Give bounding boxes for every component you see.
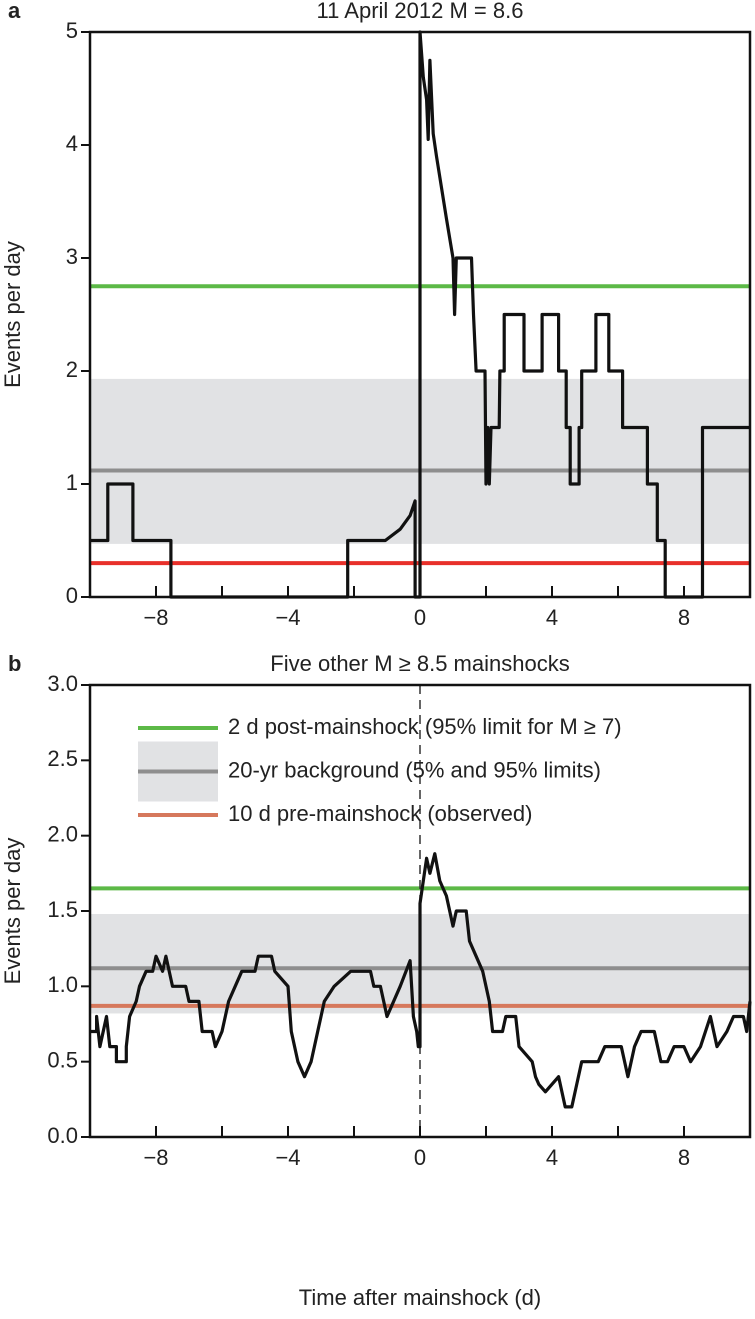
y-axis-label: Events per day: [0, 241, 25, 388]
y-tick-label: 1: [66, 470, 78, 495]
x-axis-label: Time after mainshock (d): [299, 1285, 541, 1310]
y-axis-label: Events per day: [0, 838, 25, 985]
y-tick-label: 0: [66, 583, 78, 608]
y-tick-label: 2: [66, 357, 78, 382]
y-tick-label: 3.0: [47, 671, 78, 696]
chart-title: Five other M ≥ 8.5 mainshocks: [270, 651, 569, 676]
data-line: [90, 30, 750, 599]
y-tick-label: 0.0: [47, 1123, 78, 1148]
x-tick-label: 8: [678, 605, 690, 630]
x-tick-label: 0: [414, 605, 426, 630]
x-tick-label: −8: [143, 1145, 168, 1170]
y-tick-label: 1.5: [47, 897, 78, 922]
x-tick-label: 0: [414, 1145, 426, 1170]
x-tick-label: −8: [143, 605, 168, 630]
x-tick-label: −4: [275, 1145, 300, 1170]
y-tick-label: 2.0: [47, 821, 78, 846]
legend-label: 10 d pre-mainshock (observed): [228, 801, 532, 826]
x-tick-label: 4: [546, 605, 558, 630]
panel-label: a: [8, 0, 21, 23]
y-tick-label: 1.0: [47, 972, 78, 997]
chart-title: 11 April 2012 M = 8.6: [317, 0, 524, 23]
y-tick-label: 4: [66, 131, 78, 156]
x-tick-label: −4: [275, 605, 300, 630]
data-line: [90, 852, 752, 1109]
legend-label: 2 d post-mainshock (95% limit for M ≥ 7): [228, 714, 622, 739]
y-tick-label: 5: [66, 18, 78, 43]
panel-label: b: [8, 651, 21, 676]
y-tick-label: 3: [66, 244, 78, 269]
y-tick-label: 0.5: [47, 1047, 78, 1072]
x-tick-label: 4: [546, 1145, 558, 1170]
legend-label: 20-yr background (5% and 95% limits): [228, 757, 601, 782]
x-tick-label: 8: [678, 1145, 690, 1170]
y-tick-label: 2.5: [47, 746, 78, 771]
